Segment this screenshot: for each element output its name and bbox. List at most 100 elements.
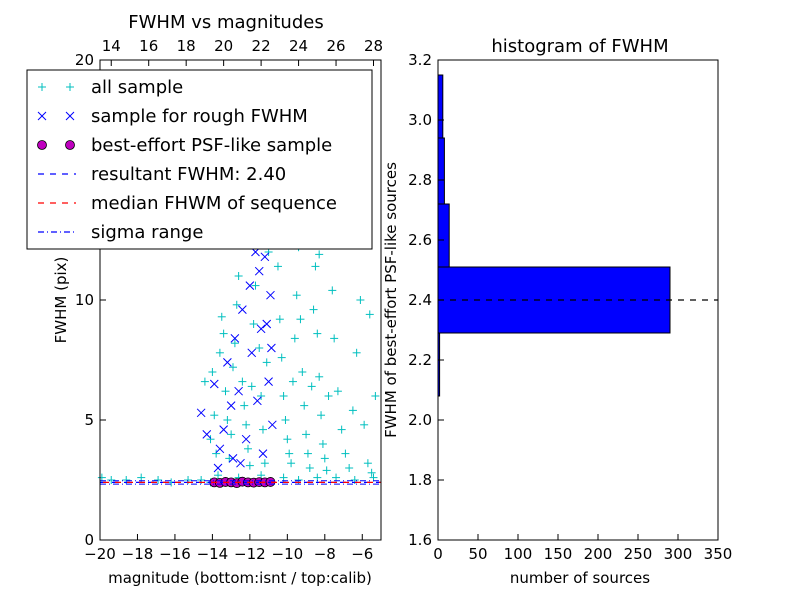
series0-point-53 — [288, 377, 297, 386]
legend-box — [26, 69, 373, 250]
hist-y-tick-label-6: 2.8 — [408, 171, 432, 189]
x-tick-label-3: −14 — [197, 545, 229, 563]
series0-point-86 — [365, 310, 374, 319]
series0-point-31 — [247, 382, 256, 391]
series0-point-84 — [367, 468, 376, 477]
series0-point-38 — [260, 459, 269, 468]
series0-point-50 — [283, 435, 292, 444]
histogram-panel: histogram of FWHM 0 50 100 150 200 250 300 350 … — [382, 36, 732, 587]
series0-point-13 — [212, 449, 221, 458]
hist-y-tick-label-8: 3.2 — [408, 51, 432, 69]
top-tick-label-5: 24 — [289, 37, 308, 55]
series0-point-68 — [317, 411, 326, 420]
hist-y-tick-label-4: 2.4 — [408, 291, 432, 309]
series0-point-76 — [337, 425, 346, 434]
x-tick-label-2: −16 — [159, 545, 191, 563]
legend-marker-0b — [66, 83, 74, 91]
series1-point-23-d2 — [267, 343, 276, 353]
series0-point-15 — [219, 329, 228, 338]
top-tick-label-7: 28 — [364, 37, 383, 55]
hist-x-tick-label-1: 50 — [468, 545, 487, 563]
hist-x-tick-label-6: 300 — [664, 545, 693, 563]
series1-point-11-d2 — [245, 281, 255, 290]
series0-point-1 — [107, 476, 116, 484]
series1-point-22-d2 — [266, 290, 275, 300]
series0-point-26 — [238, 377, 247, 386]
series1-point-16 — [256, 324, 266, 334]
series1-point-20-d2 — [264, 377, 273, 386]
series1-point-8-d2 — [234, 386, 243, 396]
series0-point-62 — [305, 464, 314, 472]
series1-point-17 — [258, 449, 268, 458]
series0-point-36 — [257, 392, 266, 400]
scatter-legend: all sample sample for rough FWHM best-ef… — [26, 69, 373, 250]
series0-point-45 — [273, 262, 282, 271]
series0-point-80 — [352, 348, 361, 357]
series0-point-51 — [285, 449, 294, 458]
hist-x-tick-label-4: 200 — [584, 545, 613, 563]
legend-label-rough-sample: sample for rough FWHM — [91, 106, 308, 127]
series1-point-12 — [247, 348, 257, 358]
legend-marker-1a — [37, 111, 47, 121]
legend-marker-2a-dot — [37, 140, 47, 150]
series0-point-97 — [315, 250, 324, 259]
series1-point-20 — [264, 377, 273, 386]
y-tick-label-1: 5 — [84, 411, 94, 429]
series0-point-39 — [262, 358, 271, 367]
series1-point-27-d2 — [228, 454, 238, 463]
series0-point-75 — [333, 387, 342, 396]
histogram-bars — [437, 74, 671, 397]
series1-point-18 — [260, 252, 270, 262]
series0-point-64 — [309, 305, 318, 314]
series1-point-26-d2 — [213, 463, 223, 473]
series1-point-2 — [209, 379, 219, 389]
series0-point-81 — [356, 296, 365, 304]
legend-marker-0a — [38, 83, 46, 91]
series1-point-26 — [213, 463, 223, 473]
series1-point-15-d2 — [254, 266, 264, 276]
series1-point-1 — [202, 430, 212, 439]
legend-markers — [37, 83, 76, 233]
series1-point-6 — [226, 401, 236, 410]
histogram-bar-4 — [437, 74, 444, 139]
legend-label-resultant-fwhm: resultant FWHM: 2.40 — [91, 164, 286, 185]
top-tick-label-6: 26 — [326, 37, 345, 55]
legend-label-median-fwhm: median FHWM of sequence — [91, 193, 337, 214]
series0-point-47 — [277, 353, 286, 362]
series0-point-9 — [208, 368, 217, 376]
series0-point-60 — [302, 430, 311, 439]
top-tick-label-4: 22 — [252, 37, 271, 55]
series1-point-7 — [230, 334, 240, 343]
series0-point-79 — [348, 406, 357, 415]
series1-point-5-d2 — [223, 358, 232, 367]
series1-point-12-d2 — [247, 348, 257, 358]
series0-point-58 — [298, 368, 307, 376]
series1-point-15 — [254, 266, 264, 276]
x-tick-label-1: −18 — [122, 545, 154, 563]
series0-point-30 — [245, 461, 254, 470]
hist-y-tick-label-5: 2.6 — [408, 231, 432, 249]
histogram-y-ticks: 1.6 1.8 2.0 2.2 2.4 2.6 2.8 3.0 3.2 — [408, 51, 444, 549]
hist-y-tick-label-3: 2.2 — [408, 351, 432, 369]
series0-point-32 — [249, 320, 258, 328]
series0-point-20 — [225, 454, 234, 463]
series1-point-4-d2 — [219, 425, 228, 434]
series0-point-54 — [290, 334, 299, 343]
top-tick-label-0: 14 — [102, 37, 121, 55]
series0-point-82 — [360, 420, 369, 429]
y-tick-label-top: 20 — [75, 51, 94, 69]
series1-point-9-d2 — [238, 305, 247, 314]
histogram-y-label: FWHM of best-effort PSF-like sources — [382, 162, 400, 438]
series1-point-23 — [267, 343, 276, 353]
series1-point-19-d2 — [262, 319, 272, 329]
series0-point-67 — [315, 372, 324, 381]
legend-marker-2a — [37, 140, 47, 150]
series1-point-9 — [238, 305, 247, 314]
hist-y-tick-label-7: 3.0 — [408, 111, 432, 129]
series0-point-74 — [330, 334, 339, 343]
series0-point-85 — [371, 392, 380, 400]
series0-point-72 — [324, 392, 333, 400]
series0-point-24 — [234, 272, 243, 280]
series0-point-4 — [154, 476, 163, 484]
